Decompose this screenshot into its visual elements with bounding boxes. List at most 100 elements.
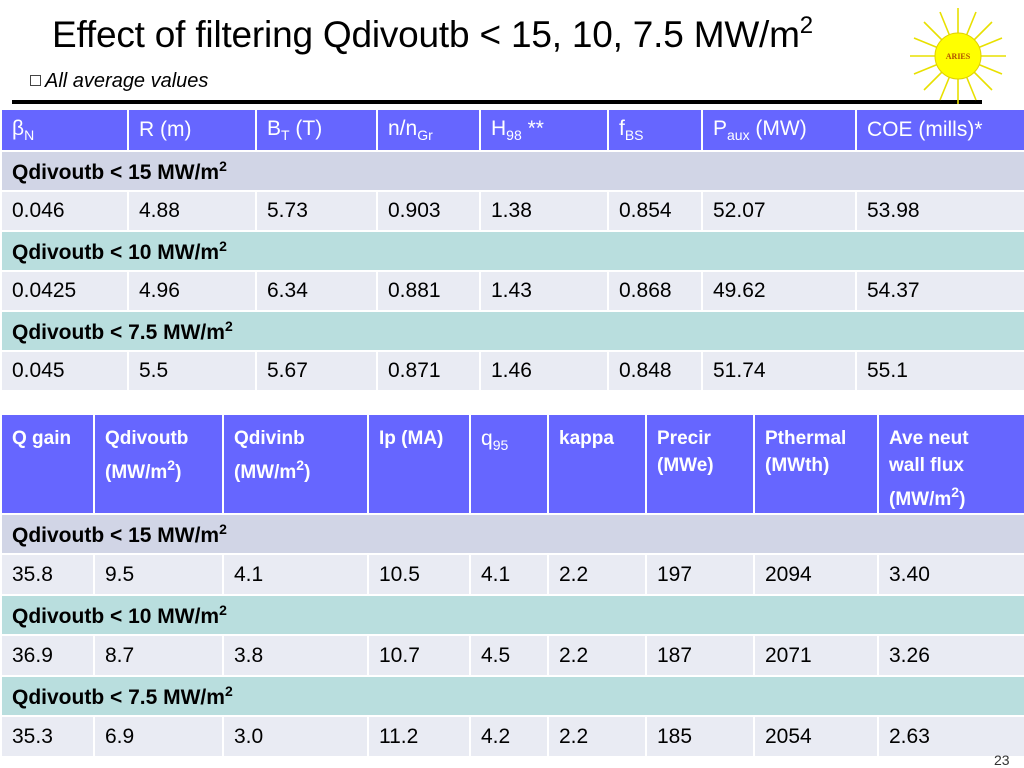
table-cell: 6.9 xyxy=(93,715,224,758)
table-cell: 52.07 xyxy=(701,190,857,232)
header-plasma-current: Ip (MA) xyxy=(367,413,471,515)
table-cell: 35.3 xyxy=(0,715,95,758)
header-q95: q95 xyxy=(469,413,549,515)
table-cell: 2.2 xyxy=(547,553,647,596)
header-qdivinb: Qdivinb (MW/m2) xyxy=(222,413,369,515)
table-cell: 4.5 xyxy=(469,634,549,677)
table-cell: 187 xyxy=(645,634,755,677)
table-cell: 49.62 xyxy=(701,270,857,312)
header-h98: H98 ** xyxy=(479,108,609,152)
header-bootstrap-fraction: fBS xyxy=(607,108,703,152)
table-cell: 11.2 xyxy=(367,715,471,758)
table-cell: 185 xyxy=(645,715,755,758)
table-cell: 5.5 xyxy=(127,350,257,392)
table-cell: 4.1 xyxy=(469,553,549,596)
table-cell: 10.5 xyxy=(367,553,471,596)
table-cell: 0.871 xyxy=(376,350,481,392)
section-row: Qdivoutb < 7.5 MW/m2 xyxy=(0,310,1024,352)
table-header-row: Q gain Qdivoutb (MW/m2) Qdivinb (MW/m2) Ip… xyxy=(0,413,1024,515)
table-cell: 197 xyxy=(645,553,755,596)
header-major-radius: R (m) xyxy=(127,108,257,152)
table-cell: 0.903 xyxy=(376,190,481,232)
slide-title-superscript: 2 xyxy=(799,11,813,39)
bullet-icon xyxy=(30,75,41,86)
table-cell: 5.73 xyxy=(255,190,378,232)
section-label: Qdivoutb < 15 MW/m2 xyxy=(0,513,1024,555)
table-cell: 2.63 xyxy=(877,715,1024,758)
slide-title-text: Effect of filtering Qdivoutb < 15, 10, 7… xyxy=(52,14,800,55)
table-cell: 36.9 xyxy=(0,634,95,677)
table-cell: 3.8 xyxy=(222,634,369,677)
table-cell: 0.848 xyxy=(607,350,703,392)
performance-table: Q gain Qdivoutb (MW/m2) Qdivinb (MW/m2) Ip… xyxy=(0,413,1024,758)
table-cell: 8.7 xyxy=(93,634,224,677)
table-cell: 10.7 xyxy=(367,634,471,677)
table-row: 0.046 4.88 5.73 0.903 1.38 0.854 52.07 5… xyxy=(0,190,1024,232)
header-q-gain: Q gain xyxy=(0,413,95,515)
header-neutron-wall-flux: Ave neut wall flux (MW/m2) xyxy=(877,413,1024,515)
table-cell: 1.38 xyxy=(479,190,609,232)
table-cell: 4.96 xyxy=(127,270,257,312)
table-cell: 54.37 xyxy=(855,270,1024,312)
table-cell: 2094 xyxy=(753,553,879,596)
table-cell: 5.67 xyxy=(255,350,378,392)
table-cell: 53.98 xyxy=(855,190,1024,232)
table-cell: 0.046 xyxy=(0,190,129,232)
table-row: 35.3 6.9 3.0 11.2 4.2 2.2 185 2054 2.63 xyxy=(0,715,1024,758)
section-label: Qdivoutb < 10 MW/m2 xyxy=(0,230,1024,272)
section-row: Qdivoutb < 10 MW/m2 xyxy=(0,594,1024,636)
table-cell: 0.854 xyxy=(607,190,703,232)
logo-text: ARIES xyxy=(946,52,971,61)
header-toroidal-field: BT (T) xyxy=(255,108,378,152)
table-row: 35.8 9.5 4.1 10.5 4.1 2.2 197 2094 3.40 xyxy=(0,553,1024,596)
section-row: Qdivoutb < 10 MW/m2 xyxy=(0,230,1024,272)
aries-sun-logo: ARIES xyxy=(910,8,1006,104)
table-row: 0.0425 4.96 6.34 0.881 1.43 0.868 49.62 … xyxy=(0,270,1024,312)
table-cell: 3.26 xyxy=(877,634,1024,677)
table-cell: 4.1 xyxy=(222,553,369,596)
header-greenwald-fraction: n/nGr xyxy=(376,108,481,152)
slide-title: Effect of filtering Qdivoutb < 15, 10, 7… xyxy=(52,11,813,56)
header-coe: COE (mills)* xyxy=(855,108,1024,152)
table-cell: 1.43 xyxy=(479,270,609,312)
table-row: 0.045 5.5 5.67 0.871 1.46 0.848 51.74 55… xyxy=(0,350,1024,392)
title-divider xyxy=(12,100,982,104)
slide-subtitle: All average values xyxy=(30,70,208,93)
table-cell: 0.0425 xyxy=(0,270,129,312)
header-beta-n: βN xyxy=(0,108,129,152)
table-cell: 51.74 xyxy=(701,350,857,392)
table-cell: 2.2 xyxy=(547,634,647,677)
table-cell: 2.2 xyxy=(547,715,647,758)
table-cell: 35.8 xyxy=(0,553,95,596)
section-label: Qdivoutb < 7.5 MW/m2 xyxy=(0,310,1024,352)
table-cell: 1.46 xyxy=(479,350,609,392)
header-aux-power: Paux (MW) xyxy=(701,108,857,152)
section-label: Qdivoutb < 10 MW/m2 xyxy=(0,594,1024,636)
header-qdivoutb: Qdivoutb (MW/m2) xyxy=(93,413,224,515)
slide-subtitle-text: All average values xyxy=(45,70,209,92)
section-row: Qdivoutb < 15 MW/m2 xyxy=(0,150,1024,192)
section-row: Qdivoutb < 15 MW/m2 xyxy=(0,513,1024,555)
table-cell: 2071 xyxy=(753,634,879,677)
table-cell: 2054 xyxy=(753,715,879,758)
header-kappa: kappa xyxy=(547,413,647,515)
sun-disc xyxy=(934,32,982,80)
page-number: 23 xyxy=(994,752,1010,768)
parameters-table: βN R (m) BT (T) n/nGr H98 ** fBS Paux (M… xyxy=(0,108,1024,392)
table-cell: 3.0 xyxy=(222,715,369,758)
section-label: Qdivoutb < 15 MW/m2 xyxy=(0,150,1024,192)
table-cell: 9.5 xyxy=(93,553,224,596)
table-cell: 6.34 xyxy=(255,270,378,312)
table-cell: 4.88 xyxy=(127,190,257,232)
table-row: 36.9 8.7 3.8 10.7 4.5 2.2 187 2071 3.26 xyxy=(0,634,1024,677)
section-label: Qdivoutb < 7.5 MW/m2 xyxy=(0,675,1024,717)
section-row: Qdivoutb < 7.5 MW/m2 xyxy=(0,675,1024,717)
table-cell: 4.2 xyxy=(469,715,549,758)
table-cell: 0.881 xyxy=(376,270,481,312)
table-cell: 3.40 xyxy=(877,553,1024,596)
header-precir: Precir (MWe) xyxy=(645,413,755,515)
table-cell: 0.045 xyxy=(0,350,129,392)
header-pthermal: Pthermal (MWth) xyxy=(753,413,879,515)
table-header-row: βN R (m) BT (T) n/nGr H98 ** fBS Paux (M… xyxy=(0,108,1024,152)
table-cell: 55.1 xyxy=(855,350,1024,392)
